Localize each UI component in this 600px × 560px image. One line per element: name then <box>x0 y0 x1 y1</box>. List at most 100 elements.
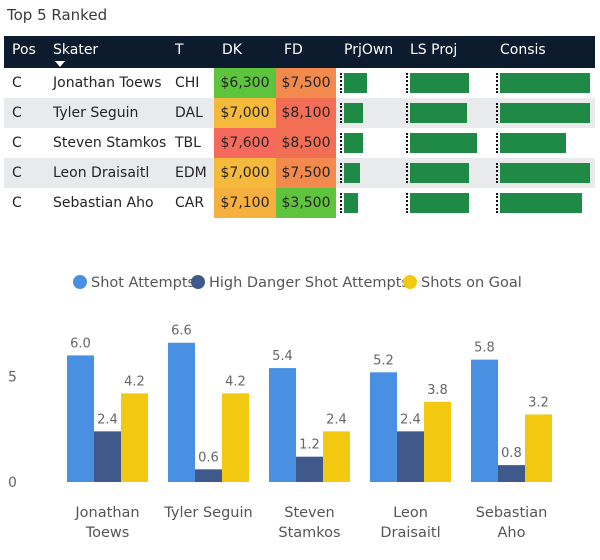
bar-high-danger-shot-attempts <box>195 469 222 482</box>
header-team[interactable]: T <box>167 36 214 68</box>
top-ranked-table: Pos Skater T DK FD PrjOwn LS Proj Consis… <box>4 36 595 218</box>
data-label: 1.2 <box>299 438 320 453</box>
bar-shots-on-goal <box>424 401 451 482</box>
data-bar-fill <box>500 133 566 153</box>
header-ls-proj[interactable]: LS Proj <box>402 36 492 68</box>
y-tick-label: 5 <box>8 370 17 386</box>
table-row[interactable]: C Tyler Seguin DAL $7,000 $8,100 <box>4 98 595 128</box>
data-bar-axis <box>496 193 592 213</box>
data-bar-axis <box>496 103 592 123</box>
data-bar-fill <box>410 73 469 93</box>
data-bar-fill <box>500 103 590 123</box>
data-label: 2.4 <box>400 412 421 427</box>
data-bar-axis <box>340 73 400 93</box>
header-pos[interactable]: Pos <box>4 36 45 68</box>
data-bar-axis <box>406 73 490 93</box>
data-bar-fill <box>410 163 469 183</box>
data-label: 3.8 <box>427 383 448 398</box>
table-row[interactable]: C Steven Stamkos TBL $7,600 $8,500 <box>4 128 595 158</box>
cell-dk-salary: $7,100 <box>214 188 276 218</box>
cell-skater: Steven Stamkos <box>53 135 167 151</box>
header-prjown[interactable]: PrjOwn <box>336 36 402 68</box>
cell-prjown-bar <box>336 98 402 128</box>
cell-dk-salary: $7,000 <box>214 158 276 188</box>
header-consis[interactable]: Consis <box>492 36 595 68</box>
cell-team: EDM <box>167 158 214 188</box>
data-label: 5.8 <box>474 341 495 356</box>
x-tick-label: Stamkos <box>278 525 340 541</box>
cell-dk-salary: $7,600 <box>214 128 276 158</box>
bar-high-danger-shot-attempts <box>397 431 424 482</box>
bar-shot-attempts <box>269 368 296 482</box>
cell-ls-proj-bar <box>402 188 492 218</box>
data-label: 2.4 <box>97 412 118 427</box>
sort-descending-icon[interactable] <box>55 61 65 67</box>
cell-prjown-bar <box>336 158 402 188</box>
header-dk[interactable]: DK <box>214 36 276 68</box>
data-bar-fill <box>344 163 360 183</box>
bar-high-danger-shot-attempts <box>94 431 121 482</box>
cell-consis-bar <box>492 128 595 158</box>
x-tick-label: Steven <box>284 505 335 521</box>
cell-pos: C <box>12 135 22 151</box>
data-label: 6.6 <box>171 324 192 339</box>
legend-label: High Danger Shot Attempts <box>209 275 409 291</box>
bar-shots-on-goal <box>222 393 249 482</box>
table-row[interactable]: C Jonathan Toews CHI $6,300 $7,500 <box>4 68 595 98</box>
x-tick-label: Jonathan <box>74 505 139 521</box>
cell-skater: Sebastian Aho <box>53 195 154 211</box>
bar-shot-attempts <box>67 355 94 482</box>
bar-high-danger-shot-attempts <box>296 456 323 482</box>
data-label: 4.2 <box>124 374 145 389</box>
cell-team: CHI <box>175 75 200 91</box>
data-bar-axis <box>340 193 400 213</box>
cell-fd-salary: $7,500 <box>276 68 336 98</box>
cell-skater: Jonathan Toews <box>53 75 162 91</box>
cell-team: DAL <box>167 98 214 128</box>
data-bar-fill <box>410 103 467 123</box>
bar-shot-attempts <box>471 359 498 482</box>
data-bar-fill <box>344 133 363 153</box>
bar-shots-on-goal <box>121 393 148 482</box>
header-fd[interactable]: FD <box>276 36 336 68</box>
data-bar-axis <box>406 103 490 123</box>
cell-consis-bar <box>492 188 595 218</box>
data-bar-fill <box>500 193 582 213</box>
table-row[interactable]: C Sebastian Aho CAR $7,100 $3,500 <box>4 188 595 218</box>
data-bar-fill <box>500 73 590 93</box>
cell-fd-salary: $8,100 <box>276 98 336 128</box>
visual-title: Top 5 Ranked <box>7 6 108 24</box>
cell-prjown-bar <box>336 68 402 98</box>
data-label: 5.2 <box>373 353 394 368</box>
legend-marker-icon <box>403 275 417 289</box>
x-tick-label: Aho <box>498 525 526 541</box>
cell-fd-salary: $3,500 <box>276 188 336 218</box>
cell-skater: Leon Draisaitl <box>45 158 167 188</box>
table-row[interactable]: C Leon Draisaitl EDM $7,000 $7,500 <box>4 158 595 188</box>
legend-label: Shot Attempts <box>91 275 195 291</box>
data-label: 4.2 <box>225 374 246 389</box>
bar-shot-attempts <box>370 372 397 482</box>
data-bar-fill <box>500 163 590 183</box>
legend-marker-icon <box>191 275 205 289</box>
header-skater[interactable]: Skater <box>45 36 167 68</box>
table-header-row: Pos Skater T DK FD PrjOwn LS Proj Consis <box>4 36 595 68</box>
x-tick-label: Toews <box>85 525 130 541</box>
data-label: 3.2 <box>528 395 549 410</box>
data-bar-fill <box>344 193 358 213</box>
bar-shots-on-goal <box>525 414 552 482</box>
data-label: 2.4 <box>326 412 347 427</box>
data-bar-axis <box>496 163 592 183</box>
bar-high-danger-shot-attempts <box>498 465 525 482</box>
cell-consis-bar <box>492 158 595 188</box>
data-label: 5.4 <box>272 349 293 364</box>
cell-consis-bar <box>492 68 595 98</box>
cell-team: TBL <box>175 135 201 151</box>
cell-pos: C <box>4 98 45 128</box>
x-tick-label: Leon <box>393 505 428 521</box>
header-skater-label: Skater <box>53 42 99 58</box>
cell-prjown-bar <box>336 128 402 158</box>
cell-pos: C <box>4 158 45 188</box>
cell-ls-proj-bar <box>402 68 492 98</box>
cell-skater: Tyler Seguin <box>45 98 167 128</box>
